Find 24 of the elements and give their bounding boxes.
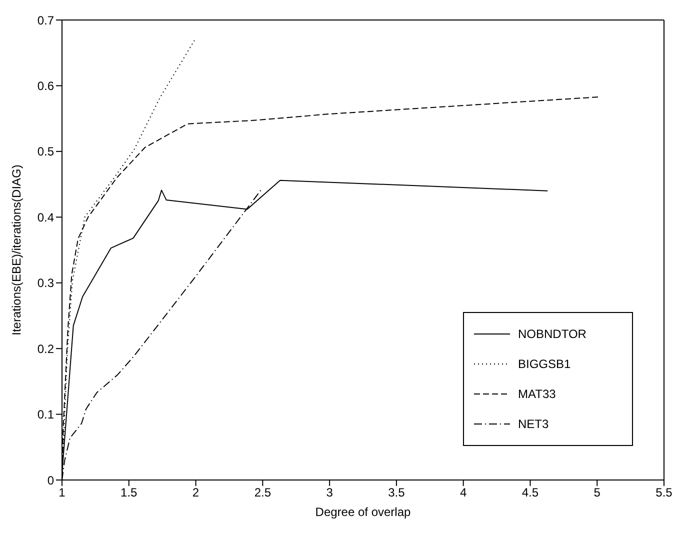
y-tick-label: 0.5 <box>37 144 54 159</box>
legend-label: MAT33 <box>518 387 556 401</box>
x-tick-label: 4 <box>460 486 467 500</box>
x-tick-label: 1.5 <box>120 486 138 500</box>
x-tick-label: 5.5 <box>656 486 673 500</box>
y-tick-label: 0.6 <box>37 78 54 93</box>
y-tick-label: 0.7 <box>37 13 54 28</box>
y-tick-label: 0.4 <box>37 210 54 224</box>
x-tick-label: 3.5 <box>388 486 406 500</box>
legend-label: NET3 <box>518 417 549 431</box>
x-tick-label: 2.5 <box>254 486 272 500</box>
x-tick-label: 4.5 <box>522 486 539 500</box>
legend-label: BIGGSB1 <box>518 357 571 371</box>
y-axis-title: Iterations(EBE)/iterations(DIAG) <box>9 164 24 336</box>
x-tick-label: 3 <box>326 486 334 500</box>
y-tick-label: 0 <box>47 473 54 488</box>
y-tick-label: 0.3 <box>37 276 54 290</box>
y-tick-label: 0.2 <box>37 342 54 356</box>
x-tick-label: 5 <box>594 486 601 500</box>
legend-label: NOBNDTOR <box>518 327 586 341</box>
x-tick-label: 2 <box>192 486 200 500</box>
x-axis-title: Degree of overlap <box>315 505 412 519</box>
x-tick-label: 1 <box>58 486 66 500</box>
y-tick-label: 0.1 <box>37 408 54 422</box>
